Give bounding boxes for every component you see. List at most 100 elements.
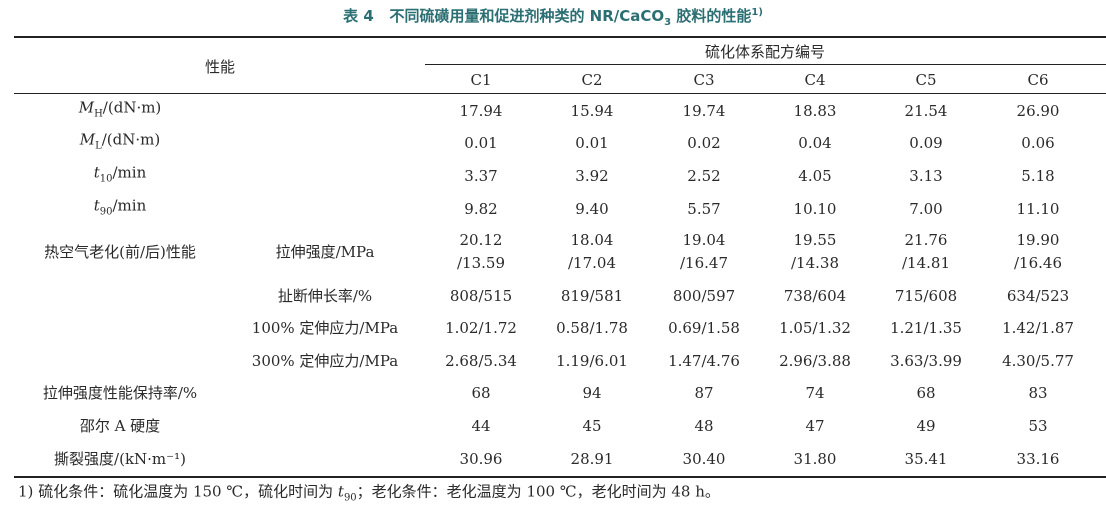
cell: 3.37 <box>464 167 498 185</box>
cell: 9.40 <box>575 200 609 218</box>
cell-line: 19.90 <box>1016 231 1060 249</box>
cell: 45 <box>582 417 602 435</box>
cell: 10.10 <box>793 200 837 218</box>
label-unit: /min <box>112 196 147 215</box>
label-symbol: M <box>79 130 96 149</box>
label-symbol: t <box>93 163 100 182</box>
header-group: 硫化体系配方编号 <box>704 43 826 61</box>
cell-line: /17.04 <box>568 254 616 272</box>
cell: 19.55/14.38 <box>791 229 839 275</box>
rule-group <box>425 64 1106 65</box>
cell: 49 <box>916 417 936 435</box>
cell: 1.47/4.76 <box>668 352 740 370</box>
row-label: MH/(dN·m) <box>79 99 162 124</box>
cell: 2.68/5.34 <box>445 352 517 370</box>
cell: 3.63/3.99 <box>890 352 962 370</box>
cell: 5.18 <box>1021 167 1055 185</box>
cell: 33.16 <box>1016 450 1060 468</box>
label-unit: /min <box>112 163 147 182</box>
header-property: 性能 <box>204 58 236 76</box>
cell-line: /14.81 <box>902 254 950 272</box>
cell: 5.57 <box>687 200 721 218</box>
cell: 94 <box>582 384 602 402</box>
column-header: C6 <box>1027 71 1049 89</box>
cell-line: 19.55 <box>793 231 837 249</box>
cell: 44 <box>471 417 491 435</box>
cell-line: /16.47 <box>680 254 728 272</box>
label-unit: /(dN·m) <box>102 98 162 117</box>
title-text-end: 胶料的性能 <box>676 7 752 25</box>
column-header: C3 <box>693 71 715 89</box>
row-sublabel: 300% 定伸应力/MPa <box>251 352 399 370</box>
cell: 19.04/16.47 <box>680 229 728 275</box>
row-label: t90/min <box>94 197 147 222</box>
cell: 0.69/1.58 <box>668 319 740 337</box>
row-label: 拉伸强度性能保持率/% <box>42 384 198 402</box>
cell: 1.05/1.32 <box>779 319 851 337</box>
cell: 0.04 <box>798 134 832 152</box>
cell-line: 21.76 <box>904 231 948 249</box>
footnote-subscript: 90 <box>343 492 357 504</box>
cell: 0.58/1.78 <box>556 319 628 337</box>
title-text: 不同硫磺用量和促进剂种类的 NR/CaCO <box>389 7 665 25</box>
cell: 15.94 <box>570 102 614 120</box>
cell: 1.19/6.01 <box>556 352 628 370</box>
cell: 0.01 <box>464 134 498 152</box>
cell-line: 20.12 <box>459 231 503 249</box>
cell: 18.04/17.04 <box>568 229 616 275</box>
cell: 0.02 <box>687 134 721 152</box>
cell: 53 <box>1028 417 1048 435</box>
title-number: 表 4 <box>343 7 374 25</box>
cell: 47 <box>805 417 825 435</box>
label-subscript: H <box>94 108 103 120</box>
cell: 800/597 <box>672 287 736 305</box>
cell: 1.02/1.72 <box>445 319 517 337</box>
cell: 808/515 <box>449 287 513 305</box>
cell-line: /13.59 <box>457 254 505 272</box>
cell: 74 <box>805 384 825 402</box>
cell: 20.12/13.59 <box>457 229 505 275</box>
cell: 17.94 <box>459 102 503 120</box>
cell: 738/604 <box>783 287 847 305</box>
cell: 48 <box>694 417 714 435</box>
footnote: 1) 硫化条件：硫化温度为 150 ℃，硫化时间为 t90；老化条件：老化温度为… <box>18 483 720 508</box>
column-header: C2 <box>581 71 603 89</box>
cell-line: 19.04 <box>682 231 726 249</box>
title-note: 1) <box>751 7 763 18</box>
cell-line: 18.04 <box>570 231 614 249</box>
cell: 30.40 <box>682 450 726 468</box>
cell: 35.41 <box>904 450 948 468</box>
row-sublabel: 扯断伸长率/% <box>277 287 373 305</box>
cell: 30.96 <box>459 450 503 468</box>
row-sublabel: 100% 定伸应力/MPa <box>251 319 399 337</box>
label-symbol: M <box>78 98 95 117</box>
cell: 26.90 <box>1016 102 1060 120</box>
cell: 31.80 <box>793 450 837 468</box>
cell: 4.30/5.77 <box>1002 352 1074 370</box>
cell: 9.82 <box>464 200 498 218</box>
title-subscript: 3 <box>664 17 672 28</box>
cell: 1.21/1.35 <box>890 319 962 337</box>
cell: 715/608 <box>894 287 958 305</box>
cell: 1.42/1.87 <box>1002 319 1074 337</box>
label-symbol: t <box>93 196 100 215</box>
cell: 83 <box>1028 384 1048 402</box>
rule-top <box>14 36 1106 38</box>
cell: 11.10 <box>1016 200 1060 218</box>
cell: 68 <box>916 384 936 402</box>
rule-bottom <box>14 476 1106 478</box>
cell: 7.00 <box>909 200 943 218</box>
row-label: 撕裂强度/(kN·m⁻¹) <box>54 450 186 468</box>
cell: 0.09 <box>909 134 943 152</box>
cell: 4.05 <box>798 167 832 185</box>
column-header: C4 <box>804 71 826 89</box>
cell: 68 <box>471 384 491 402</box>
cell: 19.90/16.46 <box>1014 229 1062 275</box>
column-header: C5 <box>915 71 937 89</box>
cell: 28.91 <box>570 450 614 468</box>
footnote-mark: 1) <box>18 482 34 501</box>
label-subscript: L <box>95 140 102 152</box>
footnote-text: 硫化条件：硫化温度为 150 ℃，硫化时间为 <box>38 482 338 501</box>
row-label: ML/(dN·m) <box>80 131 160 156</box>
